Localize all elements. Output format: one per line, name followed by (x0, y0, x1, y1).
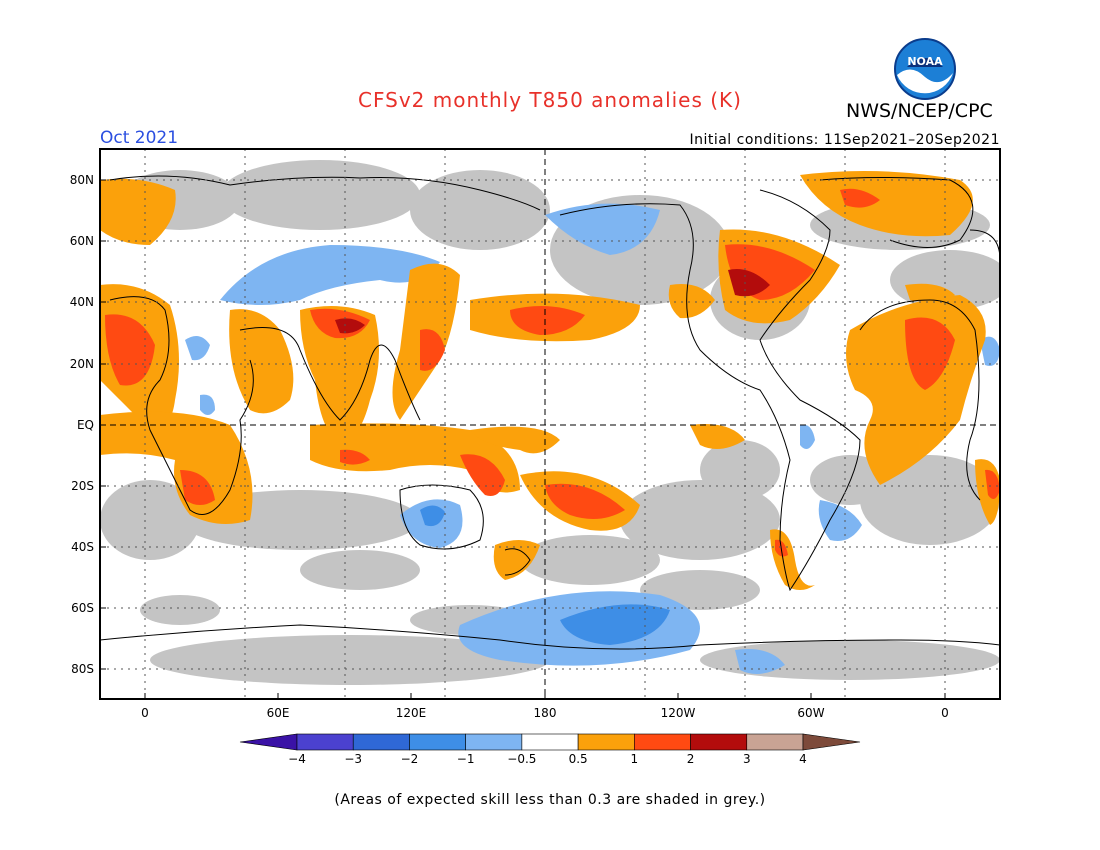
colorbar-tick-label: −2 (400, 752, 419, 766)
graticule (100, 149, 1000, 699)
coastlines (100, 175, 1000, 650)
colorbar-bin (409, 733, 466, 751)
colorbar-tick-label: −3 (344, 752, 363, 766)
lon-label: 60W (797, 706, 825, 720)
map-title: CFSv2 monthly T850 anomalies (K) (358, 88, 742, 112)
lon-label: 60E (266, 706, 290, 720)
lon-label: 120E (395, 706, 427, 720)
noaa-logo: NOAA (894, 38, 956, 100)
colorbar-bin (634, 733, 691, 751)
lon-label: 0 (141, 706, 149, 720)
lat-label: 60N (69, 234, 94, 248)
map-frame (99, 148, 1001, 700)
lon-label: 0 (941, 706, 949, 720)
colorbar-bin (521, 733, 579, 751)
lat-label: 40S (71, 540, 94, 554)
lat-label: 20S (71, 479, 94, 493)
lat-label: 80N (69, 173, 94, 187)
lat-label: 20N (69, 357, 94, 371)
colorbar-bin (465, 733, 523, 751)
colorbar-tick-label: 0.5 (568, 752, 588, 766)
agency-label: NWS/NCEP/CPC (846, 100, 993, 122)
colorbar-tick-label: 4 (799, 752, 807, 766)
colorbar-bin (577, 733, 635, 751)
colorbar-tick-label: −0.5 (507, 752, 537, 766)
colorbar-low-arrow (239, 733, 298, 751)
colorbar-high-arrow (802, 733, 861, 751)
reference-lines (100, 149, 1000, 699)
negative-anomalies (185, 203, 1000, 674)
colorbar-tick-label: −1 (456, 752, 475, 766)
colorbar-bin (690, 733, 748, 751)
svg-text:NOAA: NOAA (907, 55, 943, 68)
colorbar-tick-label: 3 (742, 752, 751, 766)
colorbar-tick-label: 2 (686, 752, 695, 766)
lon-label: 120W (660, 706, 696, 720)
lat-label: 40N (69, 295, 94, 309)
colorbar-bin (352, 733, 410, 751)
colorbar-tick-label: 1 (630, 752, 639, 766)
initial-conditions-label: Initial conditions: 11Sep2021–20Sep2021 (689, 132, 1000, 148)
footnote: (Areas of expected skill less than 0.3 a… (334, 792, 766, 808)
lat-label: 60S (71, 601, 94, 615)
colorbar-bin (296, 733, 354, 751)
colorbar-bin (746, 733, 804, 751)
valid-month-label: Oct 2021 (100, 128, 179, 148)
lon-label: 180 (533, 706, 557, 720)
lat-label: 80S (71, 662, 94, 676)
lat-label: EQ (76, 418, 94, 432)
colorbar-tick-label: −4 (288, 752, 306, 766)
